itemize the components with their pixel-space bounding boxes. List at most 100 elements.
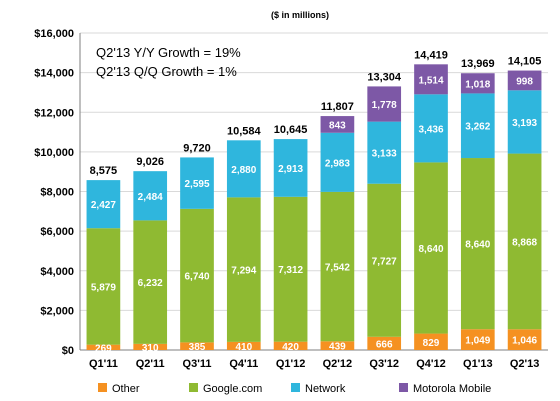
x-tick-label: Q1'12	[276, 358, 306, 370]
segment-value-label: 6,232	[138, 278, 163, 289]
bar-segment-network	[86, 180, 121, 229]
bar-segment-other	[180, 342, 214, 350]
yoy-growth-note: Q2'13 Y/Y Growth = 19%	[96, 45, 241, 60]
bar-segment-other	[320, 341, 355, 350]
x-tick-label: Q2'13	[510, 358, 540, 370]
bar-segment-other	[133, 343, 168, 350]
segment-value-label: 1,049	[465, 336, 490, 347]
segment-value-label: 8,868	[512, 237, 537, 248]
bar-segment-google-com	[320, 191, 355, 342]
bar-segment-other	[460, 329, 495, 350]
x-tick-label: Q4'12	[416, 358, 446, 370]
segment-value-label: 3,133	[372, 149, 397, 160]
bar-segment-network	[180, 157, 214, 209]
segment-value-label: 2,595	[184, 179, 209, 190]
segment-value-label: 6,740	[184, 272, 209, 283]
segment-labels: 269 5,879 2,427 310 6,232 2,484 385 6,740 2,595 4…	[91, 75, 538, 354]
segment-value-label: 998	[516, 76, 533, 87]
y-tick-label: $6,000	[40, 226, 74, 238]
segment-value-label: 7,294	[231, 266, 256, 277]
bar-segment-google-com	[460, 158, 495, 330]
bar-segment-google-com	[226, 197, 261, 342]
segment-value-label: 5,879	[91, 282, 116, 293]
bar-segment-motorola-mobile	[320, 116, 355, 133]
x-axis-ticks: Q1'11 Q2'11 Q3'11 Q4'11 Q1'12 Q2'12 Q3'12 Q4'12…	[89, 358, 539, 370]
bar-total-label: 10,584	[227, 125, 262, 137]
x-tick-label: Q4'11	[229, 358, 258, 370]
legend-swatch-network	[291, 383, 300, 392]
segment-value-label: 1,018	[465, 79, 490, 90]
bar-total-label: 10,645	[274, 124, 308, 136]
bar-segment-motorola-mobile	[460, 73, 495, 94]
growth-notes: Q2'13 Y/Y Growth = 19% Q2'13 Q/Q Growth …	[96, 45, 241, 79]
segment-value-label: 420	[282, 342, 299, 353]
segment-value-label: 829	[423, 338, 440, 349]
bar-segment-motorola-mobile	[507, 70, 542, 91]
bar-segment-other	[367, 336, 402, 350]
y-tick-label: $4,000	[40, 266, 74, 278]
bar-segment-motorola-mobile	[414, 64, 448, 95]
segment-value-label: 7,727	[372, 256, 397, 267]
segment-value-label: 269	[95, 343, 112, 354]
segment-value-label: 2,913	[278, 164, 303, 175]
segment-value-label: 2,880	[231, 165, 256, 176]
total-labels: 8,575 9,026 9,720 10,584 10,645 11,807 13,304 1…	[90, 49, 542, 177]
legend-swatch-google-com	[189, 383, 198, 392]
bar-segment-google-com	[414, 162, 448, 334]
bar-total-label: 9,720	[183, 142, 211, 154]
bar-total-label: 13,969	[461, 58, 495, 70]
bar-segment-network	[133, 171, 168, 221]
bar-segment-other	[414, 333, 448, 350]
segment-value-label: 3,193	[512, 118, 537, 129]
y-tick-label: $12,000	[34, 107, 74, 119]
segment-value-label: 2,427	[91, 200, 116, 211]
x-tick-label: Q2'11	[136, 358, 165, 370]
bar-segment-google-com	[273, 196, 308, 342]
legend-label-motorola-mobile: Motorola Mobile	[413, 383, 491, 395]
bar-segment-network	[320, 132, 355, 192]
bar-total-label: 14,105	[508, 56, 542, 68]
y-axis-ticks: $0 $2,000 $4,000 $6,000 $8,000 $10,000 $12,000…	[34, 28, 74, 357]
segment-value-label: 7,312	[278, 265, 303, 276]
segment-value-label: 1,514	[418, 75, 443, 86]
bar-segment-google-com	[507, 153, 542, 330]
segment-value-label: 8,640	[465, 240, 490, 251]
y-tick-label: $2,000	[40, 305, 74, 317]
y-tick-label: $8,000	[40, 187, 74, 199]
bar-segment-google-com	[180, 208, 214, 343]
bar-segment-network	[414, 94, 448, 163]
bar-segment-google-com	[86, 228, 121, 345]
bar-segment-other	[273, 341, 308, 350]
segment-value-label: 385	[189, 342, 206, 353]
segment-value-label: 3,262	[465, 122, 490, 133]
bar-total-label: 11,807	[321, 101, 354, 113]
bar-segment-network	[507, 90, 542, 154]
x-tick-label: Q2'12	[323, 358, 353, 370]
bar-segment-google-com	[133, 220, 168, 344]
chart-subtitle: ($ in millions)	[271, 10, 329, 20]
bar-segment-network	[460, 93, 495, 159]
bar-segment-other	[226, 341, 261, 350]
bar-segment-google-com	[367, 183, 402, 337]
segment-value-label: 8,640	[418, 244, 443, 255]
bar-segment-network	[226, 140, 261, 198]
bar-total-label: 8,575	[90, 165, 118, 177]
x-tick-label: Q3'11	[183, 358, 212, 370]
y-tick-label: $14,000	[34, 68, 74, 80]
legend-label-google-com: Google.com	[203, 383, 262, 395]
bars	[86, 64, 542, 350]
bar-segment-other	[86, 344, 121, 350]
y-tick-label: $0	[62, 345, 74, 357]
bar-total-label: 13,304	[367, 71, 402, 83]
bar-segment-network	[367, 121, 402, 184]
segment-value-label: 843	[329, 120, 346, 131]
segment-value-label: 2,983	[325, 158, 350, 169]
segment-value-label: 1,778	[372, 100, 397, 111]
segment-value-label: 7,542	[325, 263, 350, 274]
x-tick-label: Q1'13	[463, 358, 493, 370]
segment-value-label: 439	[329, 342, 346, 353]
segment-value-label: 3,436	[418, 124, 443, 135]
segment-value-label: 666	[376, 339, 393, 350]
y-tick-label: $16,000	[34, 28, 74, 40]
